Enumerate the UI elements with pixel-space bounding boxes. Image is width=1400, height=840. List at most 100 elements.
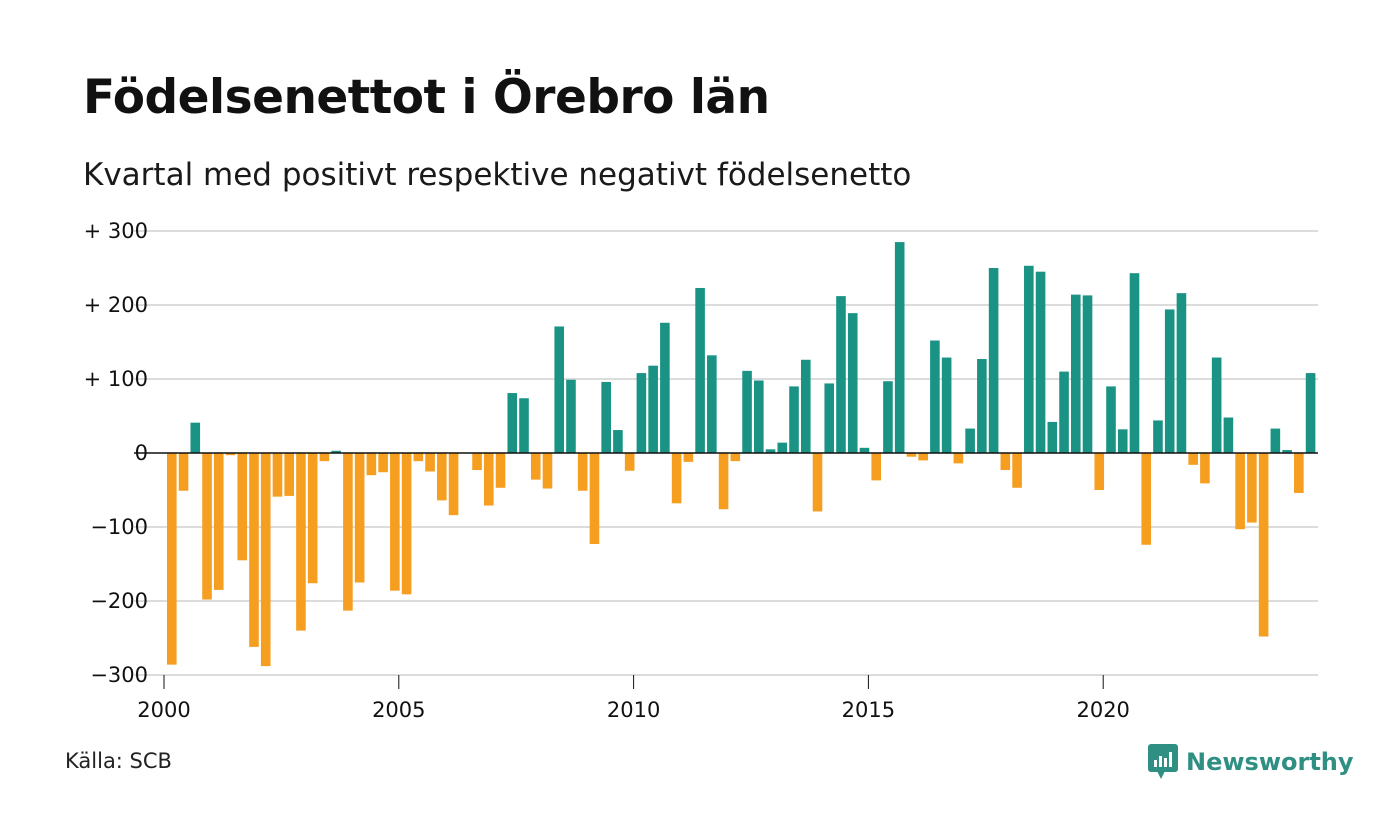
bar xyxy=(1235,453,1245,530)
bar xyxy=(366,453,377,476)
bar xyxy=(1117,429,1128,453)
bar xyxy=(307,453,318,584)
bar xyxy=(213,453,224,590)
bar xyxy=(331,450,341,453)
bar xyxy=(601,381,611,453)
bar xyxy=(354,453,365,583)
x-tick-label: 2005 xyxy=(372,698,425,722)
brand-name: Newsworthy xyxy=(1186,748,1354,776)
bar xyxy=(859,447,870,453)
bar xyxy=(413,453,424,462)
bar xyxy=(1270,428,1281,453)
bar xyxy=(225,453,236,456)
bar xyxy=(190,422,201,453)
bar xyxy=(847,313,858,453)
bar xyxy=(237,453,248,561)
bar xyxy=(260,453,271,667)
bar xyxy=(977,359,987,453)
bar-chart: + 300 + 200 + 100 0 −100 −200 −300 2000 2005 201… xyxy=(84,219,1318,722)
bar xyxy=(718,453,729,510)
bar xyxy=(988,268,999,453)
bar xyxy=(824,383,835,453)
y-tick-label: + 300 xyxy=(84,219,148,243)
bar xyxy=(953,453,964,464)
bar xyxy=(448,453,459,516)
bar xyxy=(883,381,893,453)
brand-logo[interactable]: Newsworthy xyxy=(1148,744,1354,780)
x-tick-label: 2000 xyxy=(137,698,190,722)
bar xyxy=(401,453,412,595)
bar xyxy=(319,453,330,462)
bar xyxy=(272,453,283,497)
bar xyxy=(695,287,705,453)
bar xyxy=(683,453,694,462)
bar xyxy=(1024,265,1034,453)
bar xyxy=(1129,273,1140,453)
y-axis-labels: + 300 + 200 + 100 0 −100 −200 −300 xyxy=(84,219,148,687)
bar xyxy=(1294,453,1304,493)
bar xyxy=(894,242,905,453)
bar xyxy=(1059,371,1069,453)
bar xyxy=(1141,453,1152,545)
bar xyxy=(472,453,482,471)
bar xyxy=(202,453,212,600)
bar xyxy=(1153,420,1163,453)
bar xyxy=(296,453,306,631)
bar xyxy=(800,359,811,453)
newsworthy-logo-icon xyxy=(1148,744,1178,779)
bar xyxy=(284,453,294,496)
bar xyxy=(1200,453,1210,484)
bar xyxy=(1258,453,1269,637)
bar xyxy=(918,453,928,461)
gridlines xyxy=(134,230,1318,676)
y-tick-label: + 100 xyxy=(84,367,148,391)
bar xyxy=(660,322,670,453)
bar xyxy=(249,453,259,647)
bar xyxy=(483,453,494,506)
y-tick-label: + 200 xyxy=(84,293,148,317)
bar xyxy=(554,326,565,453)
bar xyxy=(1188,453,1198,465)
bar xyxy=(906,453,917,457)
bar xyxy=(1070,294,1081,453)
x-axis-labels: 2000 2005 2010 2015 2020 xyxy=(137,675,1130,722)
x-tick-label: 2020 xyxy=(1076,698,1129,722)
bar xyxy=(530,453,541,480)
bar xyxy=(167,453,177,665)
bar xyxy=(930,340,940,453)
bar xyxy=(1247,453,1257,523)
bar xyxy=(742,370,752,453)
bar xyxy=(495,453,506,488)
bar xyxy=(566,379,576,453)
bar xyxy=(589,453,600,545)
bar xyxy=(1094,453,1105,490)
bar xyxy=(390,453,400,591)
x-tick-label: 2010 xyxy=(607,698,660,722)
bar xyxy=(1176,293,1187,453)
bar xyxy=(437,453,447,501)
bar xyxy=(425,453,435,472)
bar xyxy=(542,453,553,489)
bar xyxy=(507,393,518,453)
bar xyxy=(1106,386,1116,453)
bar xyxy=(519,398,529,453)
bar xyxy=(754,380,764,453)
bar xyxy=(1035,271,1046,453)
bar xyxy=(648,365,658,453)
bar xyxy=(624,453,635,471)
bar xyxy=(1305,373,1316,453)
bar xyxy=(613,430,623,453)
bar xyxy=(1047,421,1058,453)
x-tick-label: 2015 xyxy=(842,698,895,722)
bar xyxy=(1211,357,1222,453)
bar xyxy=(1012,453,1022,488)
bar xyxy=(1082,295,1093,453)
chart-title: Födelsenettot i Örebro län xyxy=(83,70,770,125)
bar xyxy=(836,296,846,453)
bar xyxy=(777,442,788,453)
y-tick-label: −200 xyxy=(90,589,148,613)
y-tick-label: −100 xyxy=(90,515,148,539)
y-tick-label: 0 xyxy=(135,441,148,465)
bar xyxy=(707,355,717,453)
bar xyxy=(636,373,647,453)
